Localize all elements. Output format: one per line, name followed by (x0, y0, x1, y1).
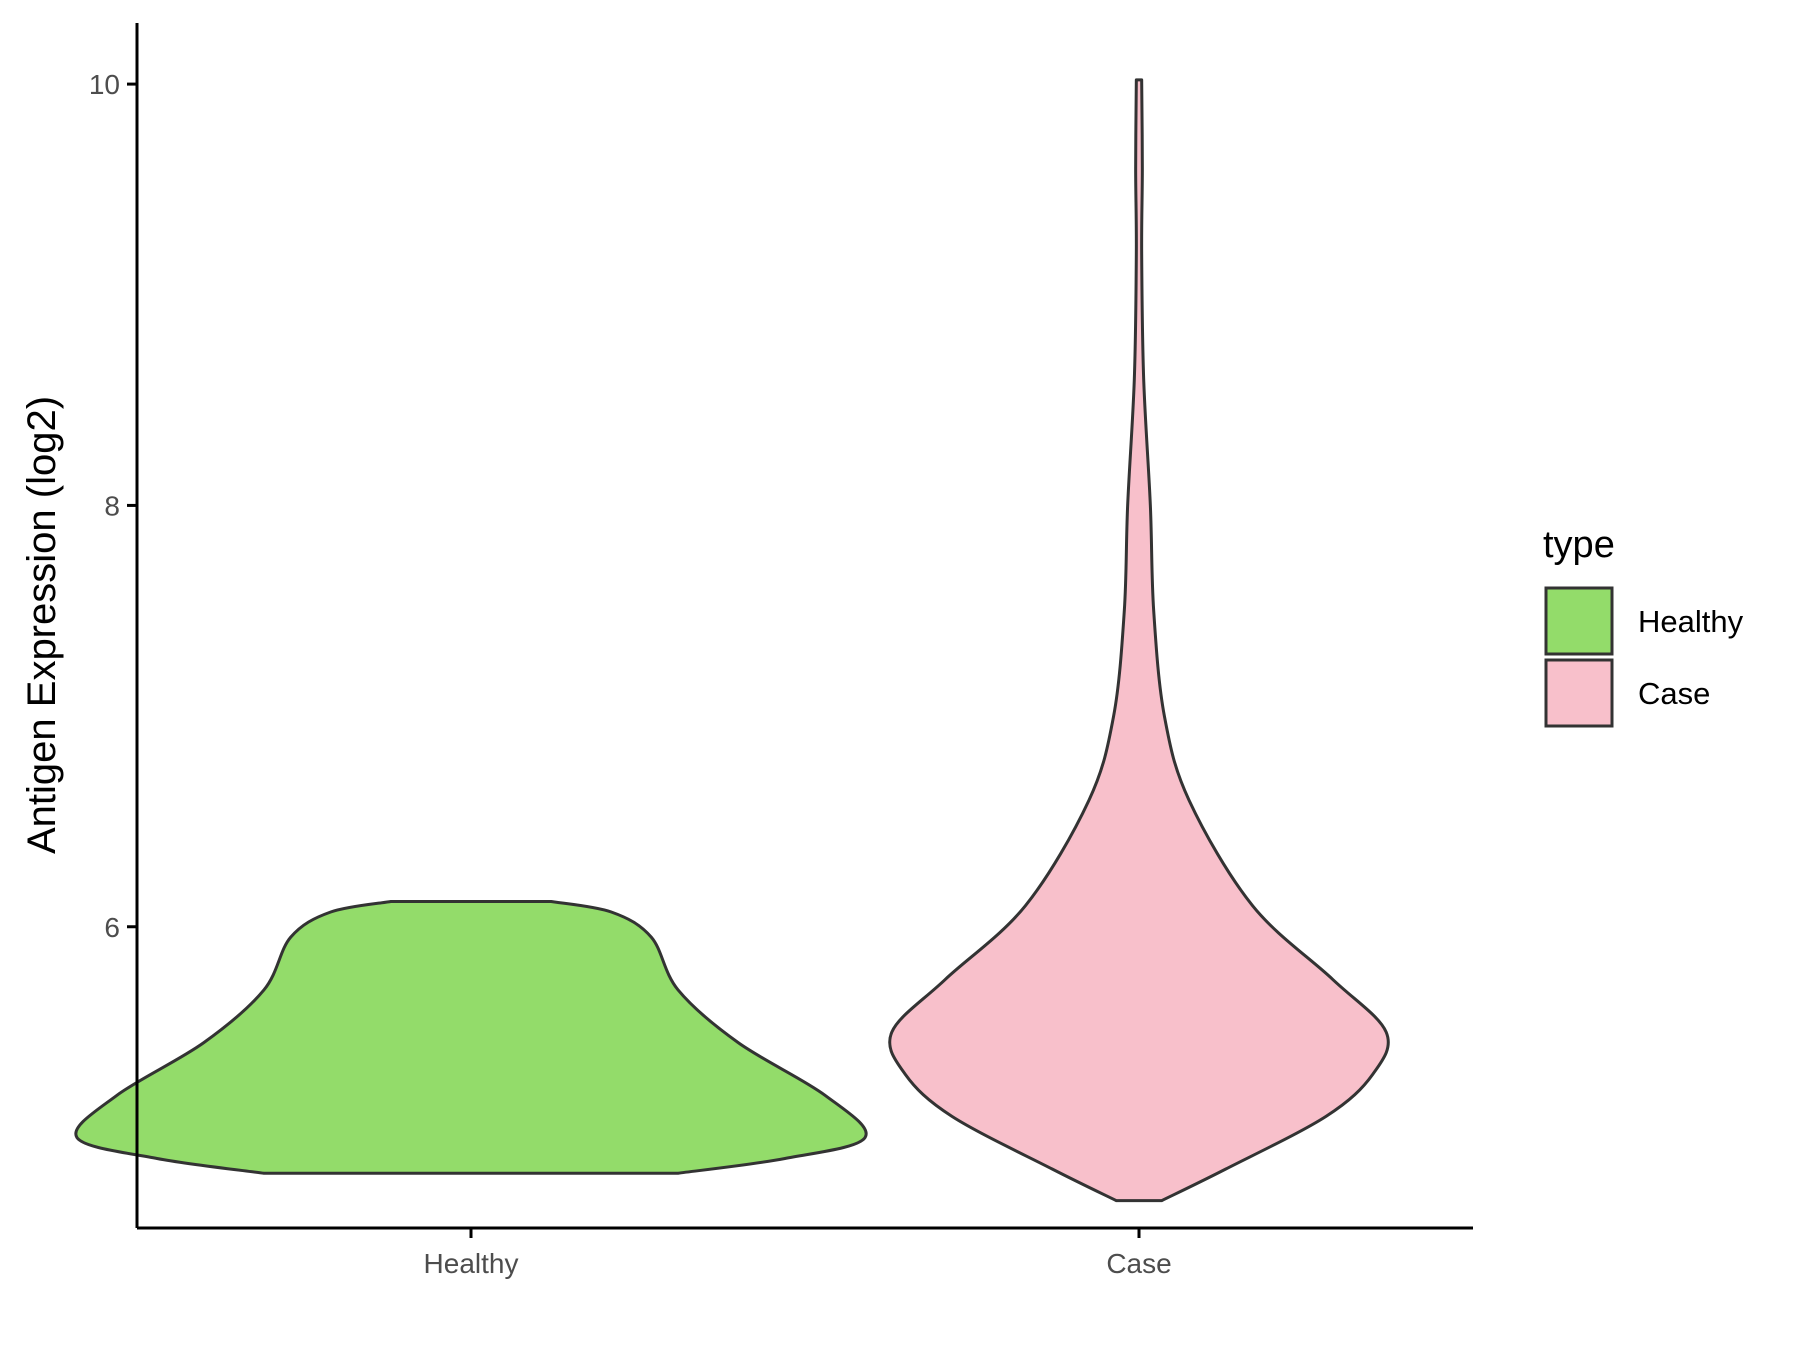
legend-key-case (1544, 658, 1614, 728)
x-tick-label: Healthy (424, 1248, 519, 1279)
violins (74, 78, 1390, 1203)
y-ticks: 6 8 10 (89, 69, 137, 943)
x-tick-label: Case (1106, 1248, 1171, 1279)
legend-label-case: Case (1638, 676, 1710, 711)
legend-title: type (1543, 524, 1615, 566)
axes: 6 8 10 Healthy Case (89, 23, 1473, 1279)
legend: type Healthy Case (1543, 524, 1744, 728)
y-tick-label: 8 (104, 490, 120, 521)
y-tick-label: 10 (89, 69, 120, 100)
y-tick-label: 6 (104, 912, 120, 943)
legend-entries: Healthy Case (1544, 586, 1744, 728)
legend-key-healthy (1544, 586, 1614, 656)
legend-label-healthy: Healthy (1638, 604, 1744, 639)
y-axis-title: Antigen Expression (log2) (20, 396, 64, 854)
x-ticks: Healthy Case (424, 1228, 1172, 1279)
violin-healthy (74, 899, 868, 1175)
violin-case (888, 78, 1390, 1203)
